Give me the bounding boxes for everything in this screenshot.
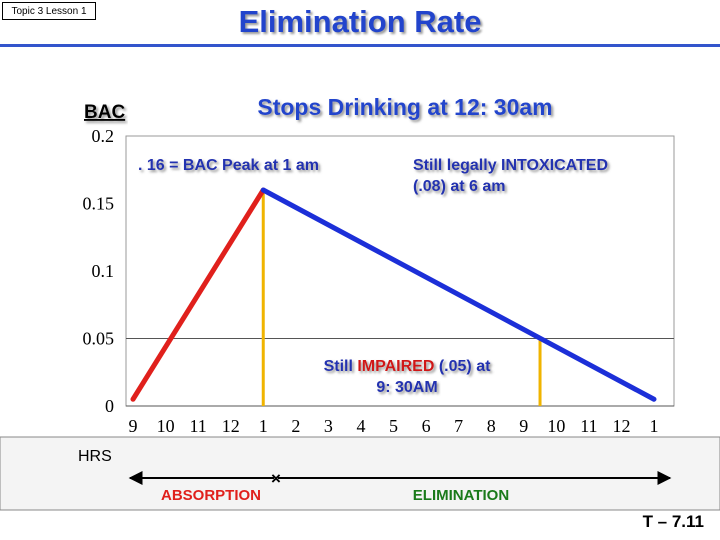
impaired-prefix: Still [324, 358, 358, 375]
title-underline [0, 44, 720, 47]
y-tick-label: 0.1 [92, 261, 115, 281]
x-tick-clock-label: 12 [222, 416, 240, 436]
chart-title: Elimination Rate [238, 4, 482, 39]
intoxicated-annotation-line2: (.08) at 6 am [413, 178, 505, 195]
x-tick-clock-label: 2 [291, 416, 300, 436]
x-tick-clock-label: 1 [259, 416, 268, 436]
x-tick-clock-label: 5 [389, 416, 398, 436]
x-tick-clock-label: 9 [129, 416, 138, 436]
y-tick-label: 0.05 [83, 329, 115, 349]
x-tick-clock-label: 10 [157, 416, 175, 436]
y-axis-label: BAC [84, 102, 125, 123]
x-tick-clock-label: 7 [454, 416, 463, 436]
elimination-line [260, 187, 657, 402]
y-tick-label: 0 [105, 396, 114, 416]
elimination-label: ELIMINATION [413, 487, 509, 504]
peak-annotation: . 16 = BAC Peak at 1 am [138, 157, 319, 174]
x-tick-clock-label: 3 [324, 416, 333, 436]
impaired-annotation-line1: Still IMPAIRED (.05) at [324, 358, 492, 375]
x-tick-clock-label: 11 [580, 416, 597, 436]
y-tick-label: 0.2 [92, 126, 115, 146]
absorption-line [130, 187, 266, 402]
intoxicated-annotation-line1: Still legally INTOXICATED [413, 157, 608, 174]
x-tick-clock-label: 1 [650, 416, 659, 436]
y-tick-label: 0.15 [83, 194, 115, 214]
x-tick-clock-label: 6 [422, 416, 431, 436]
x-tick-clock-label: 11 [189, 416, 206, 436]
x-tick-clock-label: 12 [612, 416, 630, 436]
phase-divider-mark: × [271, 469, 281, 488]
topic-label: Topic 3 Lesson 1 [2, 2, 96, 20]
x-tick-clock-label: 10 [547, 416, 565, 436]
hrs-label: HRS [78, 448, 112, 465]
chart-subtitle: Stops Drinking at 12: 30am [257, 94, 552, 120]
x-tick-clock-label: 9 [519, 416, 528, 436]
absorption-label: ABSORPTION [161, 487, 261, 504]
slide-number: T – 7.11 [642, 512, 704, 531]
impaired-suffix: (.05) at [434, 358, 491, 375]
x-tick-clock-label: 8 [487, 416, 496, 436]
hours-box [0, 436, 720, 511]
impaired-annotation-line2: 9: 30AM [376, 379, 437, 396]
x-tick-clock-label: 4 [356, 416, 365, 436]
impaired-word: IMPAIRED [357, 358, 434, 375]
